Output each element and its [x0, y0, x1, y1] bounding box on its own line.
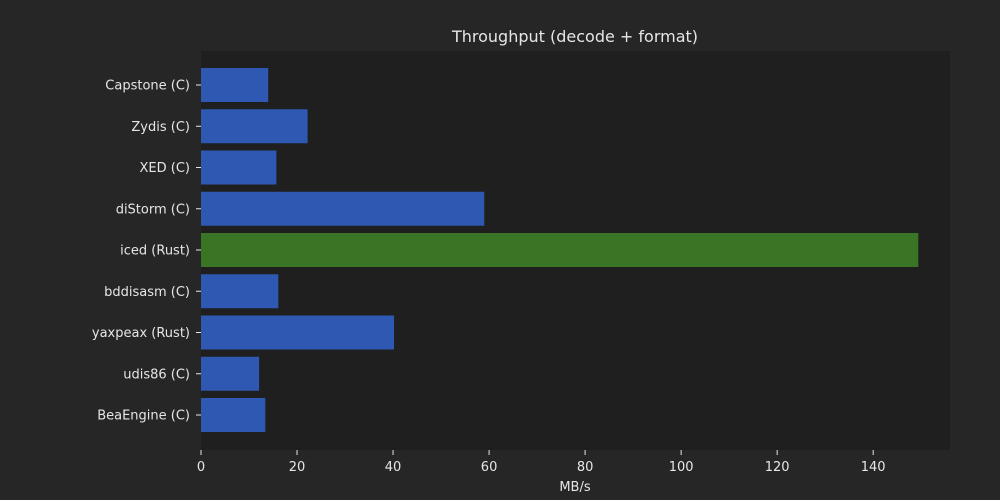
- bar: [201, 356, 260, 391]
- x-tick-label: 20: [289, 460, 306, 475]
- y-tick-label: iced (Rust): [120, 244, 190, 259]
- x-tick-label: 40: [385, 460, 402, 475]
- x-axis-label: MB/s: [559, 480, 591, 495]
- bar: [201, 233, 919, 267]
- y-tick-label: yaxpeax (Rust): [92, 326, 190, 341]
- bar: [201, 150, 277, 185]
- bars-group: [201, 68, 919, 432]
- y-tick-label: diStorm (C): [116, 202, 190, 217]
- y-axis: Capstone (C) Zydis (C) XED (C) diStorm (C) i…: [92, 79, 201, 424]
- y-tick-label: udis86 (C): [123, 367, 190, 382]
- y-tick-label: XED (C): [140, 161, 190, 176]
- bar: [201, 315, 395, 350]
- y-tick-label: BeaEngine (C): [97, 409, 190, 424]
- bar: [201, 68, 269, 102]
- bar: [201, 398, 266, 432]
- y-tick-label: Capstone (C): [105, 79, 190, 94]
- y-tick-label: bddisasm (C): [104, 285, 190, 300]
- y-tick-label: Zydis (C): [131, 120, 190, 135]
- bar: [201, 109, 308, 144]
- x-tick-label: 80: [577, 460, 594, 475]
- x-tick-label: 0: [197, 460, 205, 475]
- chart-title: Throughput (decode + format): [451, 27, 698, 46]
- x-tick-label: 140: [861, 460, 886, 475]
- bar: [201, 274, 279, 309]
- x-tick-label: 60: [481, 460, 498, 475]
- x-tick-label: 120: [765, 460, 790, 475]
- x-tick-label: 100: [669, 460, 694, 475]
- x-axis: 0 20 40 60 80 100 120 140: [197, 450, 886, 475]
- bar: [201, 191, 485, 226]
